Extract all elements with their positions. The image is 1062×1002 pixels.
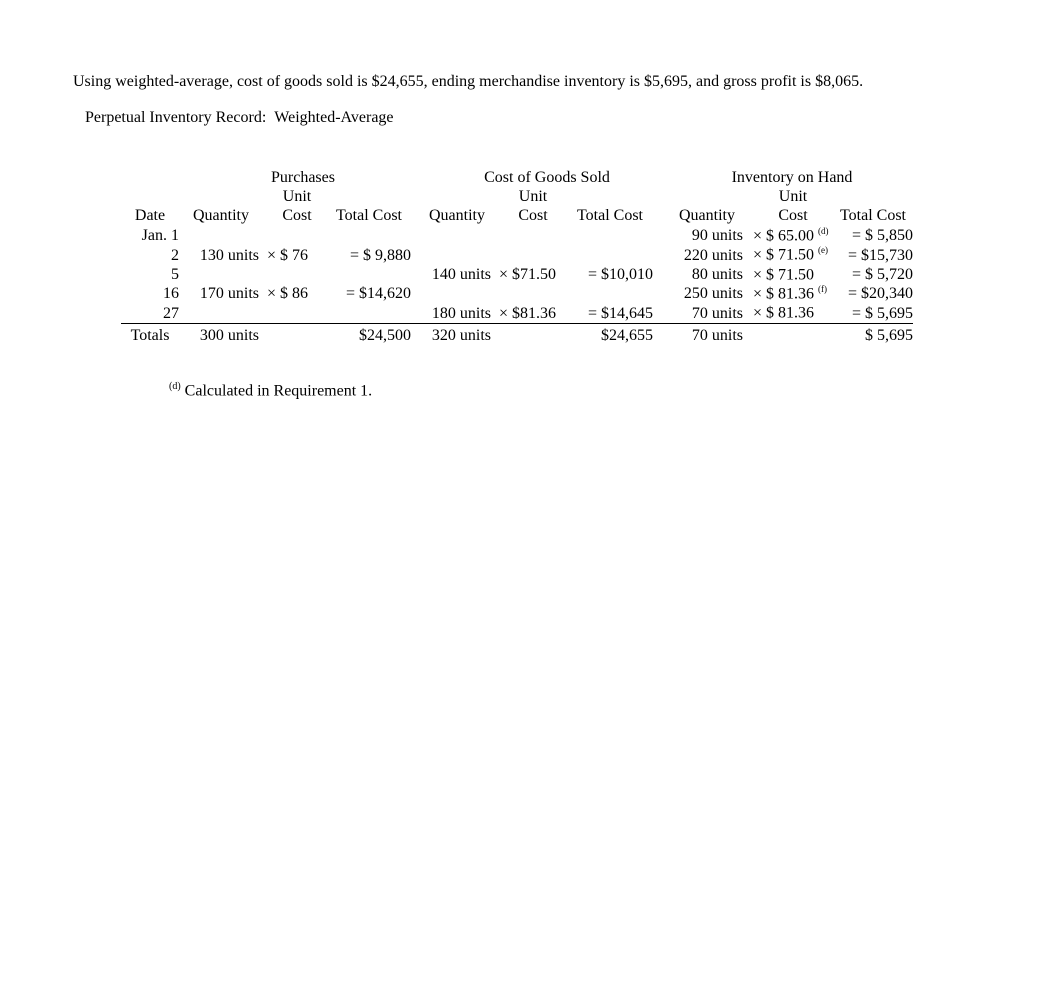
table-row: 16 170 units × $ 86 = $14,620 250 units … <box>121 284 913 303</box>
table-totals-row: Totals 300 units $24,500 320 units $24,6… <box>121 323 913 345</box>
hdr-cogs: Cost of Goods Sold <box>423 169 671 188</box>
hdr-purchases: Purchases <box>183 169 423 188</box>
footnote-sup: (f) <box>818 284 827 294</box>
cell-date: Jan. 1 <box>121 226 183 245</box>
table-row: 5 140 units × $71.50 = $10,010 80 units … <box>121 265 913 284</box>
record-subtitle: Perpetual Inventory Record: Weighted-Ave… <box>85 109 1032 127</box>
hdr-tc-1: Total Cost <box>327 207 423 226</box>
footnote-sup: (e) <box>818 245 828 255</box>
footnote-sup: (d) <box>818 226 829 236</box>
hdr-qty-3: Quantity <box>671 207 753 226</box>
table-col-header: Date Quantity Cost Total Cost Quantity C… <box>121 207 913 226</box>
table-unit-row: Unit Unit Unit <box>121 188 913 207</box>
hdr-tc-2: Total Cost <box>567 207 671 226</box>
hdr-cost-3: Cost <box>753 207 833 226</box>
table-row: Jan. 1 90 units × $ 65.00 (d) = $ 5,850 <box>121 226 913 245</box>
footnote-text: Calculated in Requirement 1. <box>181 382 373 399</box>
hdr-cost-2: Cost <box>499 207 567 226</box>
hdr-qty-2: Quantity <box>423 207 499 226</box>
hdr-unit-2: Unit <box>499 188 567 207</box>
table-row: 2 130 units × $ 76 = $ 9,880 220 units ×… <box>121 245 913 264</box>
table-row: 27 180 units × $81.36 = $14,645 70 units… <box>121 303 913 323</box>
hdr-date: Date <box>121 207 183 226</box>
footnote: (d) Calculated in Requirement 1. <box>169 381 1032 400</box>
intro-text: Using weighted-average, cost of goods so… <box>73 73 1032 91</box>
hdr-unit-1: Unit <box>267 188 327 207</box>
hdr-cost-1: Cost <box>267 207 327 226</box>
footnote-marker: (d) <box>169 381 181 392</box>
hdr-qty-1: Quantity <box>183 207 267 226</box>
inventory-table: Purchases Cost of Goods Sold Inventory o… <box>121 169 913 345</box>
table-group-header: Purchases Cost of Goods Sold Inventory o… <box>121 169 913 188</box>
hdr-unit-3: Unit <box>753 188 833 207</box>
hdr-inventory: Inventory on Hand <box>671 169 913 188</box>
hdr-tc-3: Total Cost <box>833 207 913 226</box>
totals-label: Totals <box>121 323 183 345</box>
